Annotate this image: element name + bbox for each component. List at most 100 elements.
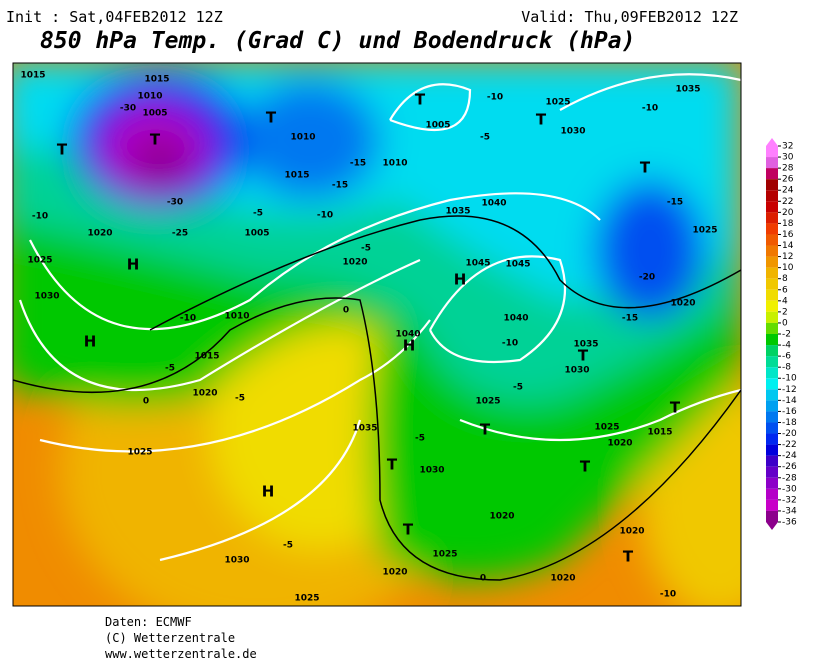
contour-label: 1020 — [489, 512, 514, 522]
map-title: 850 hPa Temp. (Grad C) und Bodendruck (h… — [40, 28, 635, 54]
colorbar-segment — [766, 245, 778, 257]
colorbar-segment — [766, 256, 778, 268]
contour-label: -5 — [165, 364, 175, 374]
colorbar-segment — [766, 510, 778, 522]
contour-label: -30 — [120, 104, 136, 114]
contour-label: 1035 — [445, 207, 470, 217]
contour-label: -5 — [253, 209, 263, 219]
colorbar-segment — [766, 157, 778, 169]
contour-label: 1045 — [465, 259, 490, 269]
contour-label: 1020 — [382, 568, 407, 578]
colorbar-label: -10 — [782, 374, 797, 384]
contour-label: 0 — [343, 306, 349, 316]
colorbar-label: 4 — [782, 296, 788, 306]
colorbar-cap — [766, 522, 778, 530]
contour-label: -5 — [415, 434, 425, 444]
colorbar-label: -6 — [782, 352, 791, 362]
copyright: (C) Wetterzentrale — [105, 631, 235, 645]
pressure-center: H — [403, 337, 416, 355]
colorbar-segment — [766, 179, 778, 191]
colorbar-label: 6 — [782, 285, 788, 295]
colorbar-segment — [766, 278, 778, 290]
contour-label: 0 — [143, 397, 149, 407]
contour-label: -15 — [667, 198, 683, 208]
colorbar-label: -30 — [782, 484, 797, 494]
colorbar-label: -28 — [782, 473, 797, 483]
colorbar-segment — [766, 499, 778, 511]
colorbar: 32302826242220181614121086420-2-4-6-8-10… — [766, 138, 797, 530]
colorbar-segment — [766, 322, 778, 334]
contour-label: 1020 — [192, 389, 217, 399]
contour-label: -15 — [350, 159, 366, 169]
pressure-center: T — [57, 141, 68, 159]
colorbar-segment — [766, 345, 778, 357]
contour-label: 1020 — [87, 229, 112, 239]
colorbar-segment — [766, 378, 778, 390]
colorbar-label: 32 — [782, 142, 793, 152]
colorbar-segment — [766, 488, 778, 500]
contour-label: 1025 — [432, 550, 457, 560]
contour-label: -10 — [317, 211, 333, 221]
contour-label: -5 — [513, 383, 523, 393]
colorbar-label: 28 — [782, 164, 794, 174]
contour-label: 1025 — [594, 423, 619, 433]
pressure-center: T — [640, 159, 651, 177]
colorbar-label: -32 — [782, 495, 797, 505]
colorbar-segment — [766, 455, 778, 467]
colorbar-label: 26 — [782, 175, 794, 185]
contour-label: -10 — [32, 212, 48, 222]
colorbar-label: -20 — [782, 429, 797, 439]
contour-label: 1045 — [505, 260, 530, 270]
colorbar-label: 8 — [782, 274, 788, 284]
colorbar-label: -22 — [782, 440, 797, 450]
colorbar-segment — [766, 389, 778, 401]
contour-label: 1030 — [564, 366, 589, 376]
pressure-center: H — [454, 271, 467, 289]
contour-label: 1020 — [607, 439, 632, 449]
contour-label: 1005 — [244, 229, 269, 239]
contour-label: -10 — [180, 314, 196, 324]
contour-label: 1025 — [127, 448, 152, 458]
contour-label: -15 — [332, 181, 348, 191]
contour-label: 1020 — [670, 299, 695, 309]
colorbar-label: 10 — [782, 263, 794, 273]
pressure-center: T — [670, 399, 681, 417]
contour-label: 1035 — [573, 340, 598, 350]
colorbar-label: 2 — [782, 307, 788, 317]
pressure-center: T — [266, 109, 277, 127]
pressure-center: T — [536, 111, 547, 129]
pressure-center: T — [623, 548, 634, 566]
colorbar-segment — [766, 223, 778, 235]
colorbar-label: 22 — [782, 197, 793, 207]
init-time: Init : Sat,04FEB2012 12Z — [6, 8, 223, 26]
colorbar-label: 12 — [782, 252, 793, 262]
colorbar-segment — [766, 400, 778, 412]
colorbar-label: 20 — [782, 208, 794, 218]
colorbar-segment — [766, 267, 778, 279]
contour-label: 1015 — [647, 428, 672, 438]
contour-label: 1040 — [395, 330, 420, 340]
contour-label: -10 — [660, 590, 676, 600]
pressure-center: H — [127, 256, 140, 274]
pressure-center: T — [387, 456, 398, 474]
pressure-center: H — [262, 483, 275, 501]
contour-label: 1030 — [560, 127, 585, 137]
colorbar-segment — [766, 234, 778, 246]
data-source: Daten: ECMWF — [105, 615, 192, 629]
colorbar-label: -14 — [782, 396, 797, 406]
contour-label: 1025 — [27, 256, 52, 266]
contour-label: -10 — [642, 104, 658, 114]
contour-label: -5 — [480, 133, 490, 143]
colorbar-label: -24 — [782, 451, 797, 461]
map-field — [13, 63, 741, 606]
contour-label: -15 — [622, 314, 638, 324]
colorbar-segment — [766, 433, 778, 445]
contour-label: 1005 — [425, 121, 450, 131]
colorbar-label: -12 — [782, 385, 797, 395]
pressure-center: T — [403, 521, 414, 539]
colorbar-label: -36 — [782, 518, 797, 528]
colorbar-segment — [766, 146, 778, 158]
colorbar-segment — [766, 444, 778, 456]
